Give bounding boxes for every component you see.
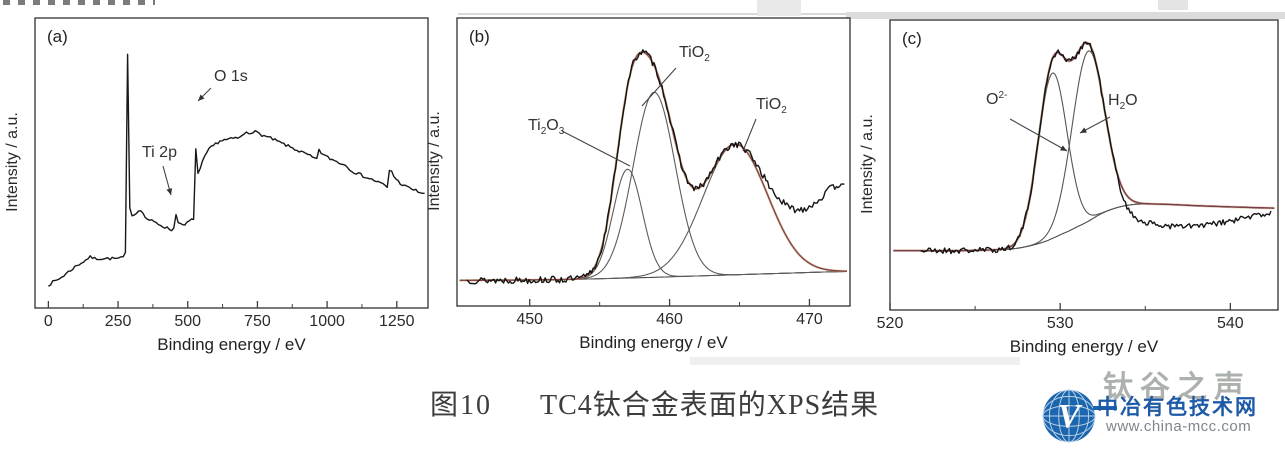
annotation-arrowhead-a xyxy=(166,188,173,195)
top-strip-decoration xyxy=(846,12,1285,19)
plot-frame-b xyxy=(456,17,851,307)
faint-band-decoration xyxy=(690,357,1020,365)
spectrum-curve-b xyxy=(459,51,848,282)
annotation-leader-c xyxy=(1009,118,1068,152)
annotation-arrowhead-c xyxy=(1080,127,1087,133)
watermark-site-name: 中冶有色技术网 xyxy=(1097,396,1258,419)
spectrum-curve-c xyxy=(920,41,1272,255)
figure-number: 图10 xyxy=(430,390,493,421)
annotation-leader-b xyxy=(641,67,677,107)
watermark: V 钛谷之声 中冶有色技术网 www.china-mcc.com xyxy=(1035,358,1285,453)
top-strip-decoration xyxy=(458,13,850,15)
globe-v-icon: V xyxy=(1041,388,1097,444)
spectrum-curve-b xyxy=(459,143,847,281)
spectrum-curve-c xyxy=(893,50,1275,252)
top-tab-decoration xyxy=(1158,0,1188,10)
spectrum-curve-a xyxy=(48,53,425,287)
figure-title: TC4钛合金表面的XPS结果 xyxy=(540,390,880,421)
spectrum-curve-b xyxy=(466,49,845,285)
top-clipped-text-fragments xyxy=(3,0,155,5)
watermark-site-url: www.china-mcc.com xyxy=(1106,418,1252,435)
figure-caption: 图10 TC4钛合金表面的XPS结果 xyxy=(430,383,879,423)
spectrum-curve-b xyxy=(459,168,847,281)
plot-frame-c xyxy=(889,19,1279,311)
spectrum-curve-c xyxy=(893,42,1275,252)
annotation-arrowhead-c xyxy=(1060,145,1067,151)
svg-text:V: V xyxy=(1058,398,1083,435)
logo-dash xyxy=(1093,406,1117,410)
spectrum-curve-b xyxy=(459,51,847,282)
watermark-overlay-text: 钛谷之声 xyxy=(1103,371,1251,404)
top-tab-decoration xyxy=(757,0,801,16)
annotation-leader-b xyxy=(561,130,631,167)
plot-frame-a xyxy=(34,17,429,309)
annotation-leader-b xyxy=(742,118,757,152)
spectrum-curve-c xyxy=(893,41,1275,252)
spectrum-curve-c xyxy=(893,203,1275,252)
annotation-arrowhead-a xyxy=(198,94,205,101)
